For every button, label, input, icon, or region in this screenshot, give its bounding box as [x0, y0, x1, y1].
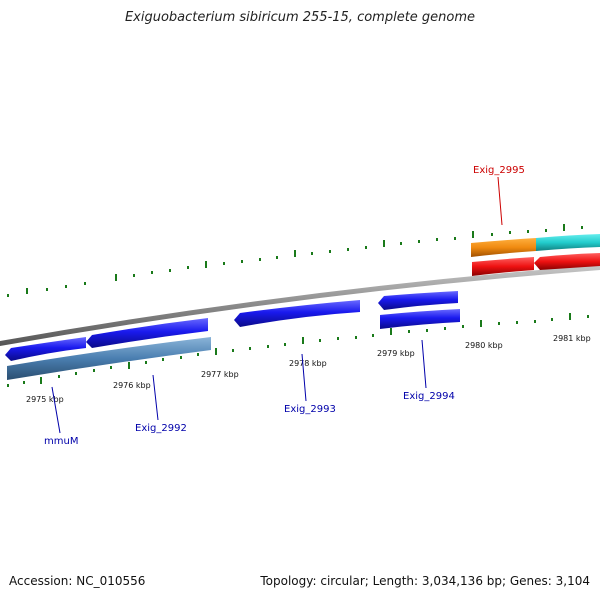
- feature-exig-2994-lower[interactable]: [380, 309, 460, 329]
- genome-backbone: [0, 265, 600, 346]
- outer-tick-row: [7, 224, 583, 297]
- tick-label-2977: 2977 kbp: [201, 370, 239, 379]
- leader-exig-2995: [497, 176, 503, 226]
- feature-exig-2994-upper[interactable]: [378, 291, 458, 310]
- gene-label-exig-2994[interactable]: Exig_2994: [403, 391, 455, 402]
- feature-rna[interactable]: [7, 337, 211, 380]
- tick-label-2981: 2981 kbp: [553, 334, 591, 343]
- leader-exig-2994: [421, 339, 427, 389]
- tick-label-2979: 2979 kbp: [377, 349, 415, 358]
- feature-cyan[interactable]: [536, 234, 600, 251]
- tick-label-2980: 2980 kbp: [465, 341, 503, 350]
- inner-tick-row: [7, 313, 589, 387]
- gene-label-mmuM[interactable]: mmuM: [44, 436, 78, 447]
- accession-text: Accession: NC_010556: [9, 574, 146, 588]
- feature-mmuM[interactable]: [5, 337, 86, 361]
- tick-label-2976: 2976 kbp: [113, 381, 151, 390]
- genome-summary-text: Topology: circular; Length: 3,034,136 bp…: [260, 574, 590, 588]
- tick-label-2978: 2978 kbp: [289, 359, 327, 368]
- gene-label-exig-2993[interactable]: Exig_2993: [284, 404, 336, 415]
- feature-exig-2995-orange[interactable]: [471, 238, 536, 257]
- tick-label-2975: 2975 kbp: [26, 395, 64, 404]
- feature-exig-2992-upper[interactable]: [86, 318, 208, 348]
- map-title: Exiguobacterium sibiricum 255-15, comple…: [124, 10, 476, 25]
- leader-mmuM: [51, 386, 61, 434]
- gene-label-exig-2995[interactable]: Exig_2995: [473, 165, 525, 176]
- feature-red-2[interactable]: [534, 253, 600, 270]
- feature-exig-2993[interactable]: [234, 300, 360, 327]
- gene-label-exig-2992[interactable]: Exig_2992: [135, 423, 187, 434]
- leader-exig-2993: [301, 353, 307, 402]
- feature-red-1[interactable]: [472, 257, 534, 276]
- leader-exig-2992: [152, 374, 159, 421]
